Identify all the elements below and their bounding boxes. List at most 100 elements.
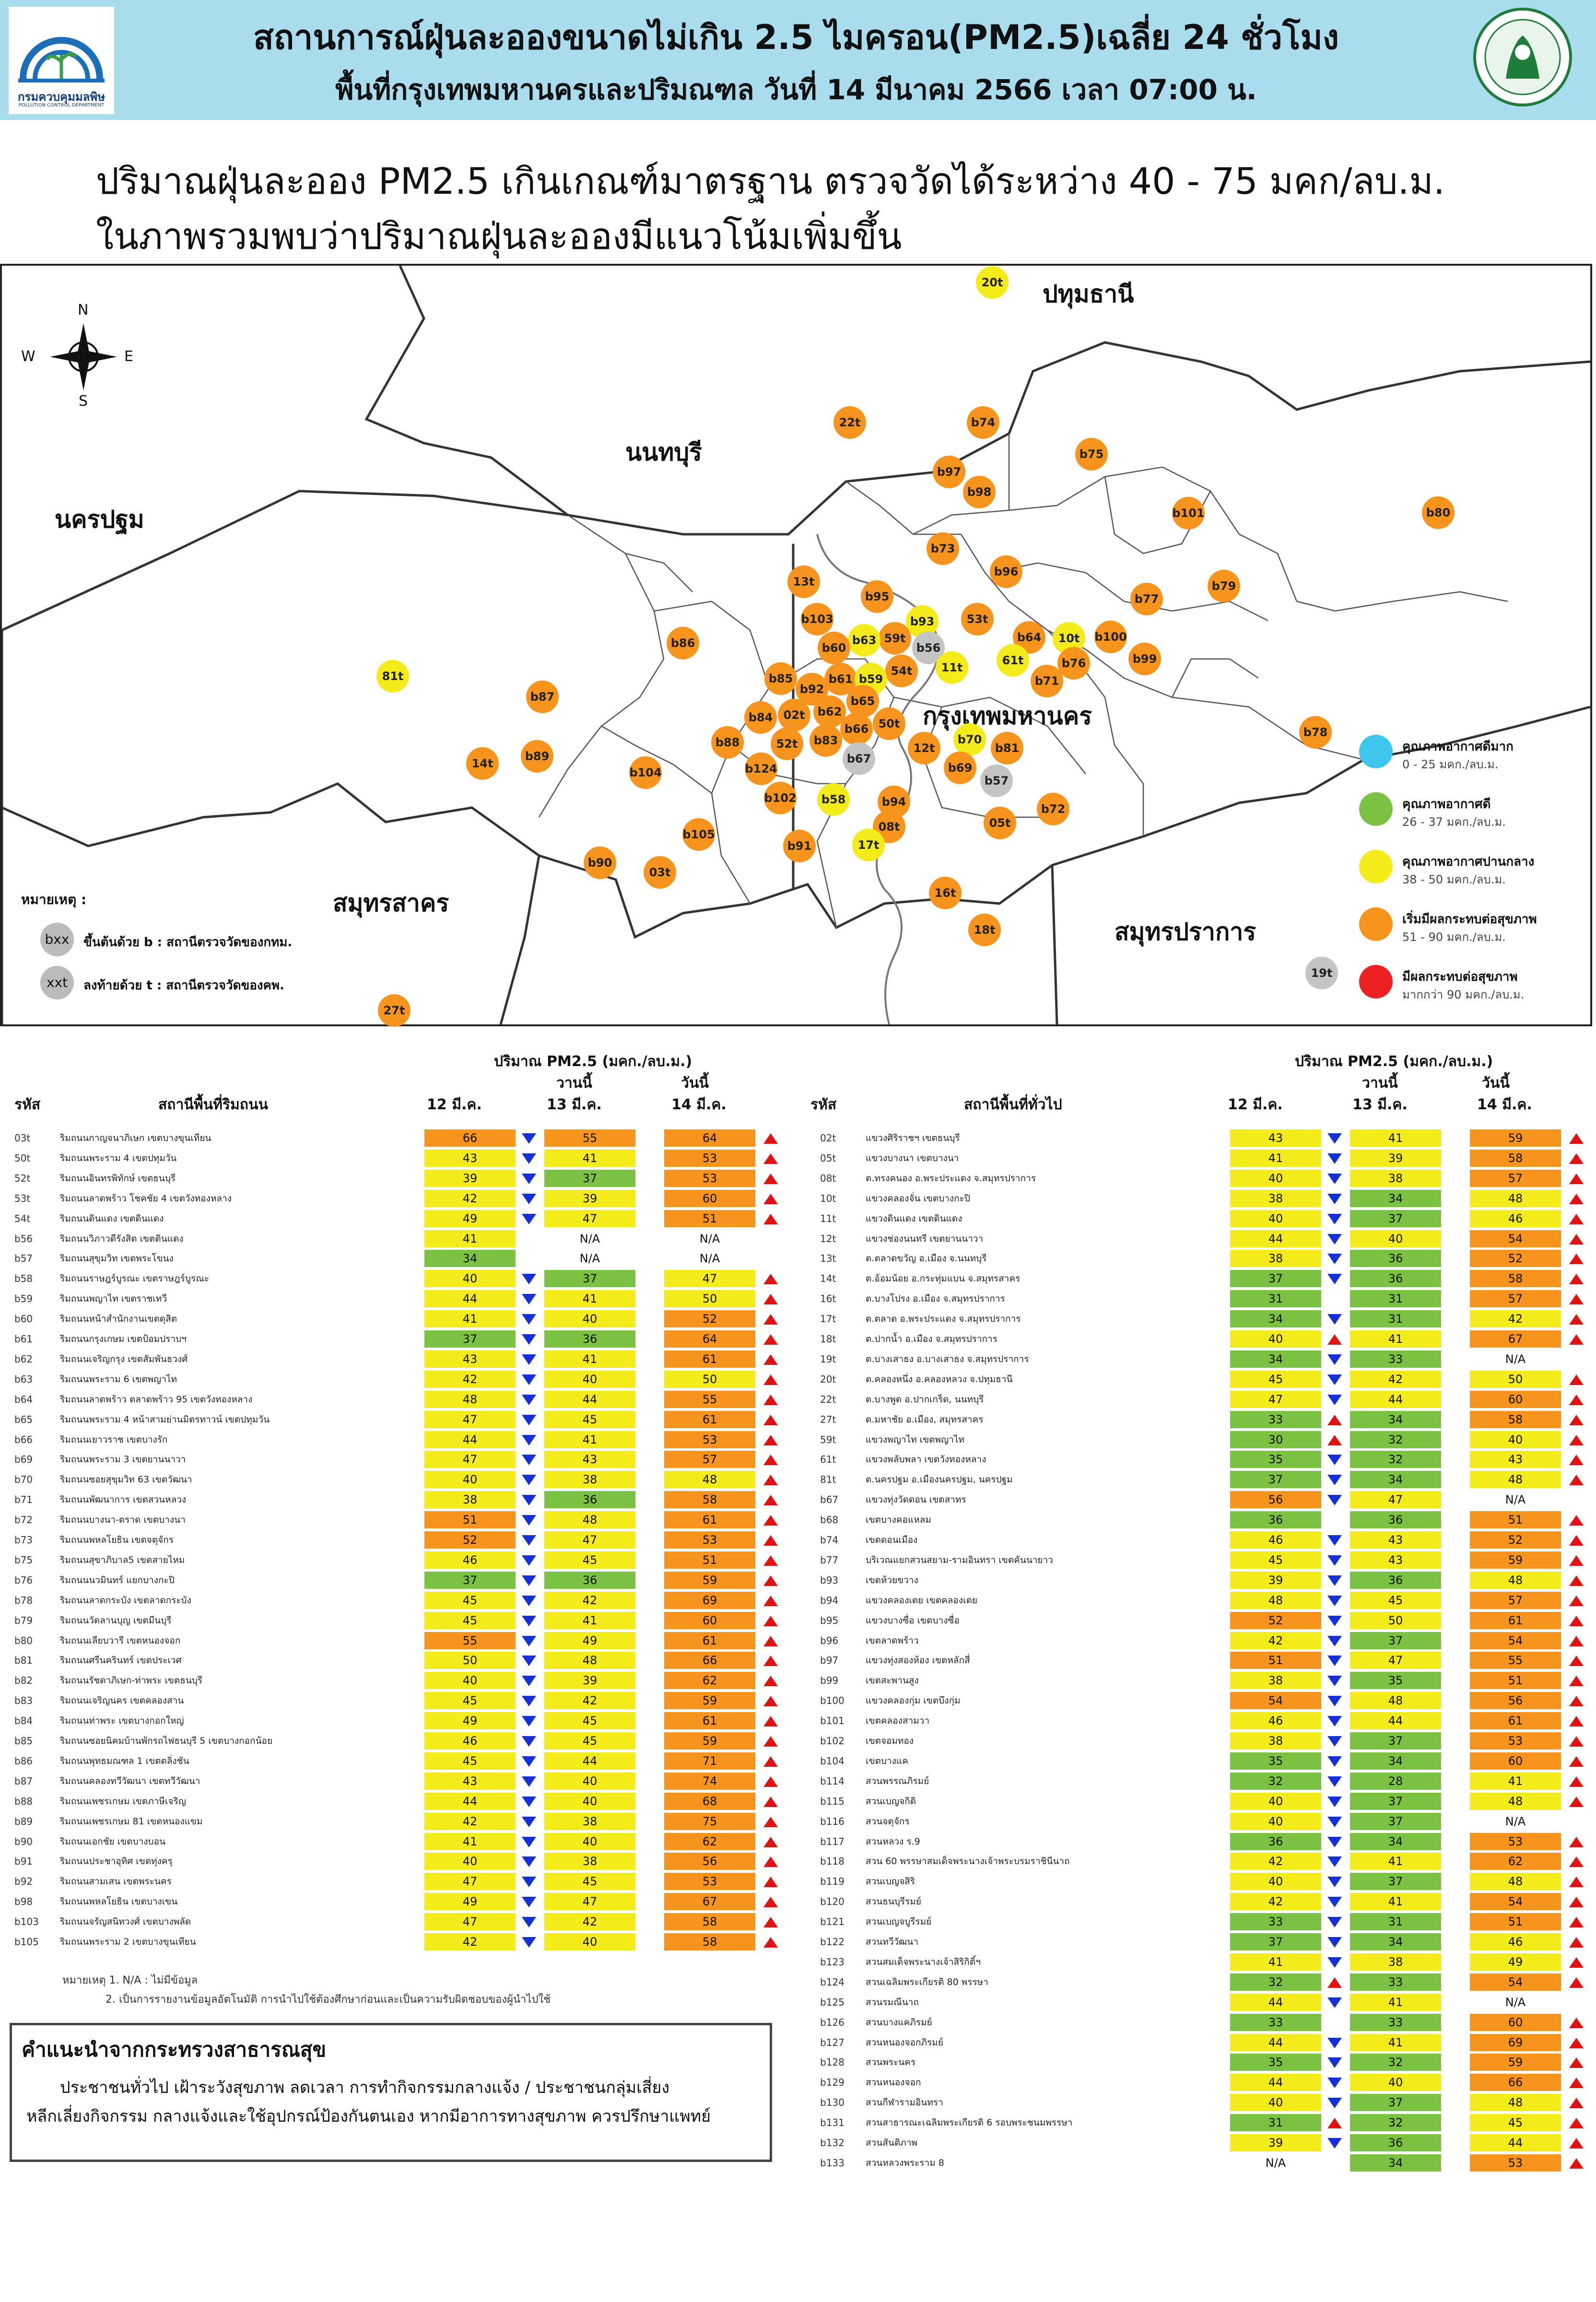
general-station-name-13t: ต.ตลาดขวัญ อ.เมือง จ.นนทบุรี [866, 1250, 1230, 1268]
roadside-station-name-b60: ริมถนนหน้าสำนักงานเขตดุสิต [60, 1310, 424, 1328]
general-value-d12-b94: 48 [1230, 1591, 1321, 1609]
station-marker-b105: b105 [682, 818, 715, 851]
general-value-d13-b115: 37 [1350, 1792, 1441, 1810]
general-value-d14-14t: 58 [1470, 1270, 1561, 1288]
general-station-name-b120: สวนธนบุรีรมย์ [866, 1893, 1230, 1911]
general-station-name-b93: เขตห้วยขวาง [866, 1571, 1230, 1589]
general-code-b101: b101 [820, 1715, 845, 1727]
roadside-value-d14-53t: 60 [664, 1189, 755, 1207]
general-trend13-down-icon [1327, 1394, 1342, 1405]
roadside-code-b56: b56 [14, 1233, 33, 1245]
general-trend13-up-icon [1327, 1414, 1342, 1425]
general-value-d13-b74: 43 [1350, 1531, 1441, 1549]
roadside-value-d12-b91: 40 [424, 1853, 516, 1870]
roadside-value-d13-b78: 42 [544, 1591, 635, 1609]
roadside-value-d14-b86: 71 [664, 1752, 755, 1770]
general-value-d14-b95: 61 [1470, 1611, 1561, 1629]
general-station-name-17t: ต.ตลาด อ.พระประแดง จ.สมุทรปราการ [866, 1310, 1230, 1328]
general-station-name-b123: สวนสมเด็จพระนางเจ้าสิริกิติ์ฯ [866, 1953, 1230, 1971]
roadside-value-d13-54t: 47 [544, 1210, 635, 1227]
general-station-name-b100: แขวงคลองกุ่ม เขตบึงกุ่ม [866, 1692, 1230, 1710]
note-t-symbol: xxt [46, 975, 68, 990]
roadside-station-name-b66: ริมถนนเยาวราช เขตบางรัก [60, 1431, 424, 1448]
general-value-d12-22t: 47 [1230, 1390, 1321, 1408]
station-marker-03t: 03t [644, 856, 676, 889]
general-station-name-22t: ต.บางพูด อ.ปากเกร็ด, นนทบุรี [866, 1390, 1230, 1408]
roadside-station-name-52t: ริมถนนอินทรพิทักษ์ เขตธนบุรี [60, 1169, 424, 1187]
legend-range: มากกว่า 90 มคก./ลบ.ม. [1402, 988, 1525, 1001]
roadside-trend13-down-icon [522, 1736, 536, 1747]
roadside-value-d13-b98: 47 [544, 1893, 635, 1911]
roadside-trend14-up-icon [763, 1716, 778, 1727]
general-trend13-down-icon [1327, 1917, 1342, 1928]
roadside-value-d14-b62: 61 [664, 1350, 755, 1368]
general-trend13-down-icon [1327, 1254, 1342, 1265]
roadside-value-d12-b98: 49 [424, 1893, 516, 1911]
general-code-b129: b129 [820, 2077, 845, 2089]
general-value-d13-10t: 34 [1350, 1189, 1441, 1207]
roadside-value-d12-b82: 40 [424, 1672, 516, 1690]
general-value-d13-81t: 34 [1350, 1471, 1441, 1489]
map-note-title: หมายเหตุ : [21, 892, 87, 907]
general-trend13-down-icon [1327, 1776, 1342, 1787]
general-value-d12-b125: 44 [1230, 1993, 1321, 2011]
roadside-trend13-down-icon [522, 1776, 536, 1787]
roadside-value-d14-b83: 59 [664, 1692, 755, 1710]
general-trend14-up-icon [1569, 1836, 1584, 1847]
roadside-value-d12-b103: 47 [424, 1913, 516, 1931]
station-marker-52t: 52t [771, 728, 803, 760]
general-trend14-up-icon [1569, 1696, 1584, 1707]
general-value-d14-b96: 54 [1470, 1632, 1561, 1649]
station-marker-b65: b65 [846, 685, 879, 717]
note-2: 2. เป็นการรายงานข้อมูลอัตโนมัติ การนำไปใ… [106, 1994, 551, 2006]
general-code-05t: 05t [820, 1152, 836, 1164]
roadside-trend14-up-icon [763, 1937, 778, 1948]
advice-line1: ประชาชนทั่วไป เฝ้าระวังสุขภาพ ลดเวลา การ… [60, 2078, 669, 2097]
general-value-d14-b104: 60 [1470, 1752, 1561, 1770]
general-code-b104: b104 [820, 1755, 845, 1767]
general-station-name-b125: สวนรมณีนาถ [866, 1993, 1230, 2011]
general-code-b118: b118 [820, 1856, 845, 1867]
roadside-trend14-up-icon [763, 1535, 778, 1546]
general-station-name-27t: ต.มหาชัย อ.เมือง, สมุทรสาคร [866, 1410, 1230, 1428]
general-station-name-b119: สวนเบญจสิริ [866, 1873, 1230, 1891]
station-marker-b78: b78 [1299, 716, 1332, 749]
general-value-d13-b132: 36 [1350, 2134, 1441, 2151]
roadside-trend13-down-icon [522, 1475, 536, 1486]
general-station-name-19t: ต.บางเสาธง อ.บางเสาธง จ.สมุทรปราการ [866, 1350, 1230, 1368]
general-value-d12-b132: 39 [1230, 2134, 1321, 2151]
general-value-d13-b129: 40 [1350, 2074, 1441, 2091]
station-marker-b124: b124 [745, 752, 777, 785]
general-trend13-down-icon [1327, 1957, 1342, 1968]
roadside-trend14-up-icon [763, 1796, 778, 1807]
general-code-header: รหัส [810, 1096, 837, 1113]
table-notes: หมายเหตุ 1. N/A : ไม่มีข้อมูล 2. เป็นการ… [62, 1971, 551, 2009]
general-value-d13-19t: 33 [1350, 1350, 1441, 1368]
general-station-name-05t: แขวงบางนา เขตบางนา [866, 1149, 1230, 1167]
roadside-value-d12-b62: 43 [424, 1350, 516, 1368]
general-value-d13-b123: 38 [1350, 1953, 1441, 1971]
legend-item: คุณภาพอากาศดีมาก 0 - 25 มคก./ลบ.ม. [1354, 726, 1584, 779]
roadside-station-name-b63: ริมถนนพระราม 6 เขตพญาไท [60, 1370, 424, 1388]
station-marker-54t: 54t [885, 655, 918, 687]
general-value-d14-19t: N/A [1470, 1350, 1561, 1368]
general-trend13-down-icon [1327, 1274, 1342, 1285]
general-station-name-b133: สวนหลวงพระราม 8 [866, 2154, 1230, 2172]
general-trend13-down-icon [1327, 1475, 1342, 1486]
general-code-b67: b67 [820, 1494, 839, 1506]
station-marker-b69: b69 [944, 752, 976, 784]
station-marker-b70: b70 [953, 723, 986, 756]
general-station-name-b104: เขตบางแค [866, 1752, 1230, 1770]
roadside-code-b91: b91 [14, 1856, 33, 1867]
general-station-name-14t: ต.อ้อมน้อย อ.กระทุ่มแบน จ.สมุทรสาคร [866, 1270, 1230, 1288]
general-trend13-down-icon [1327, 2078, 1342, 2089]
roadside-trend13-down-icon [522, 1133, 536, 1144]
general-code-b68: b68 [820, 1514, 839, 1526]
roadside-value-d14-b105: 58 [664, 1933, 755, 1950]
roadside-value-d14-b63: 50 [664, 1370, 755, 1388]
station-marker-b100: b100 [1094, 621, 1127, 653]
roadside-code-53t: 53t [14, 1192, 31, 1204]
roadside-code-b72: b72 [14, 1514, 33, 1526]
roadside-code-header: รหัส [14, 1096, 41, 1113]
roadside-trend13-down-icon [522, 1575, 536, 1586]
